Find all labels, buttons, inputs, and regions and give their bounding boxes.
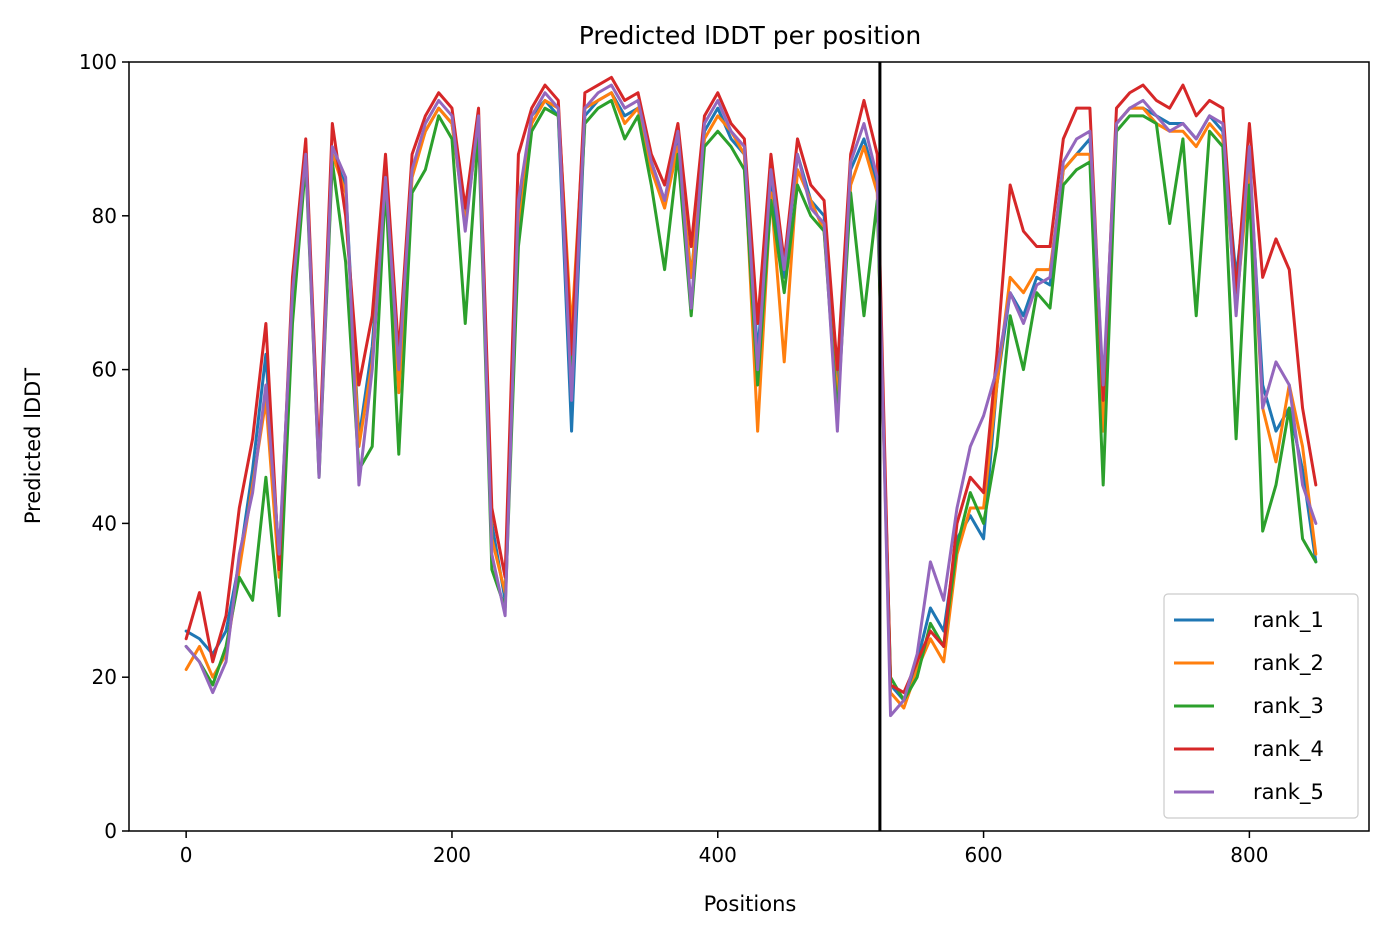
series-line-rank_4 (184, 75, 1318, 695)
legend-item-rank_1: rank_1 (1174, 608, 1324, 633)
x-axis: 0 200 400 600 800 (180, 831, 1268, 867)
legend: rank_1 rank_2 rank_3 rank_4 rank_5 (1163, 593, 1359, 819)
legend-item-rank_5: rank_5 (1174, 780, 1324, 805)
legend-box (1163, 593, 1359, 819)
legend-item-rank_2: rank_2 (1174, 651, 1324, 676)
x-tick-label: 600 (964, 843, 1002, 867)
y-tick-label: 80 (92, 204, 117, 228)
y-tick-label: 100 (79, 50, 117, 74)
x-tick-label: 400 (699, 843, 737, 867)
y-tick-label: 60 (92, 358, 117, 382)
y-axis-title: Predicted lDDT (21, 368, 45, 524)
chart-title: Predicted lDDT per position (579, 21, 921, 50)
y-tick-label: 0 (104, 819, 117, 843)
legend-label: rank_2 (1253, 651, 1324, 676)
series-line-rank_5 (184, 83, 1318, 718)
x-axis-title: Positions (704, 892, 797, 916)
legend-item-rank_4: rank_4 (1174, 737, 1324, 762)
y-tick-label: 40 (92, 511, 117, 535)
x-tick-label: 800 (1230, 843, 1268, 867)
x-tick-label: 200 (433, 843, 471, 867)
legend-label: rank_4 (1253, 737, 1324, 762)
y-axis: 0 20 40 60 80 100 (79, 50, 129, 843)
x-tick-label: 0 (180, 843, 193, 867)
legend-item-rank_3: rank_3 (1174, 694, 1324, 719)
plot-area (184, 62, 1318, 831)
axes-frame (128, 61, 1370, 832)
legend-label: rank_5 (1253, 780, 1324, 805)
legend-label: rank_3 (1253, 694, 1324, 719)
legend-label: rank_1 (1253, 608, 1324, 633)
y-tick-label: 20 (92, 665, 117, 689)
